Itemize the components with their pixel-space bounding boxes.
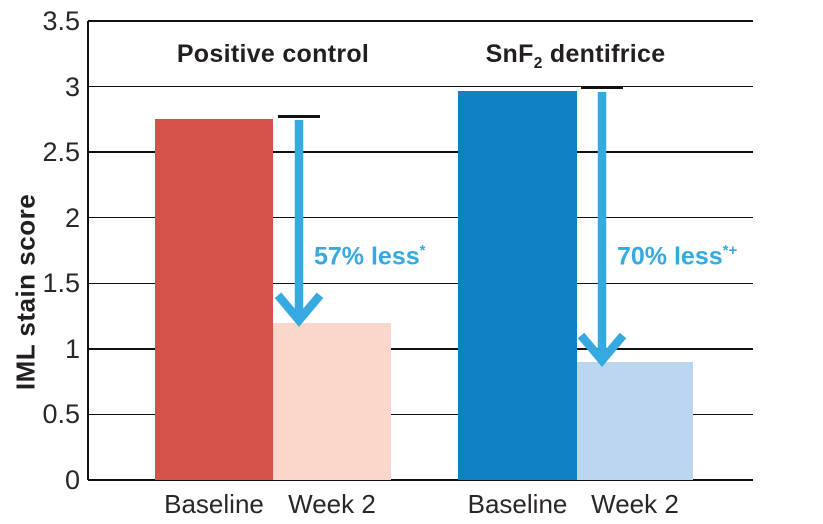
baseline-reference-tick — [278, 115, 320, 118]
gridline — [88, 413, 753, 416]
x-tick-label: Week 2 — [591, 489, 679, 519]
y-tick-label: 3.5 — [42, 6, 80, 36]
bar-snf2-dentifrice-week-2 — [577, 361, 693, 480]
group-title-text: Positive control — [176, 40, 370, 68]
gridline — [88, 20, 753, 22]
y-tick-label: 2 — [64, 202, 80, 233]
group-title-positive-control: Positive control — [53, 40, 493, 68]
reduction-arrow-icon — [274, 120, 324, 328]
gridline — [88, 85, 753, 88]
reduction-arrow-icon — [577, 91, 627, 367]
bar-positive-control-week-2 — [273, 322, 391, 480]
y-axis-line — [87, 21, 89, 480]
y-tick-label: 1.5 — [42, 268, 80, 299]
annotation-label: 70% less*+ — [617, 234, 737, 273]
baseline-reference-tick — [581, 86, 623, 89]
y-tick-label: 0 — [64, 465, 80, 495]
group-title-text: dentifrice — [542, 40, 666, 68]
x-tick-label: Baseline — [467, 489, 568, 519]
gridline — [88, 348, 753, 350]
y-tick-label: 0.5 — [42, 399, 80, 430]
y-tick-label: 2.5 — [42, 137, 80, 168]
gridline — [88, 282, 753, 285]
group-title-text: SnF — [485, 40, 534, 68]
gridline — [88, 151, 753, 153]
annotation-text: 57% less — [314, 241, 420, 270]
annotation-superscript: *+ — [722, 241, 738, 259]
group-title-snf2-dentifrice: SnF2 dentifrice — [356, 40, 796, 78]
bar-positive-control-baseline — [155, 119, 273, 480]
annotation-label: 57% less* — [314, 234, 425, 273]
bar-snf2-dentifrice-baseline — [458, 90, 577, 480]
annotation-superscript: * — [419, 241, 426, 259]
annotation-text: 70% less — [617, 241, 723, 270]
group-title-text: 2 — [533, 55, 543, 72]
x-tick-label: Baseline — [164, 489, 264, 519]
gridline — [88, 479, 753, 481]
y-tick-label: 1 — [64, 333, 80, 364]
gridline — [88, 216, 753, 219]
y-tick-label: 3 — [64, 71, 80, 102]
x-tick-label: Week 2 — [288, 489, 376, 519]
